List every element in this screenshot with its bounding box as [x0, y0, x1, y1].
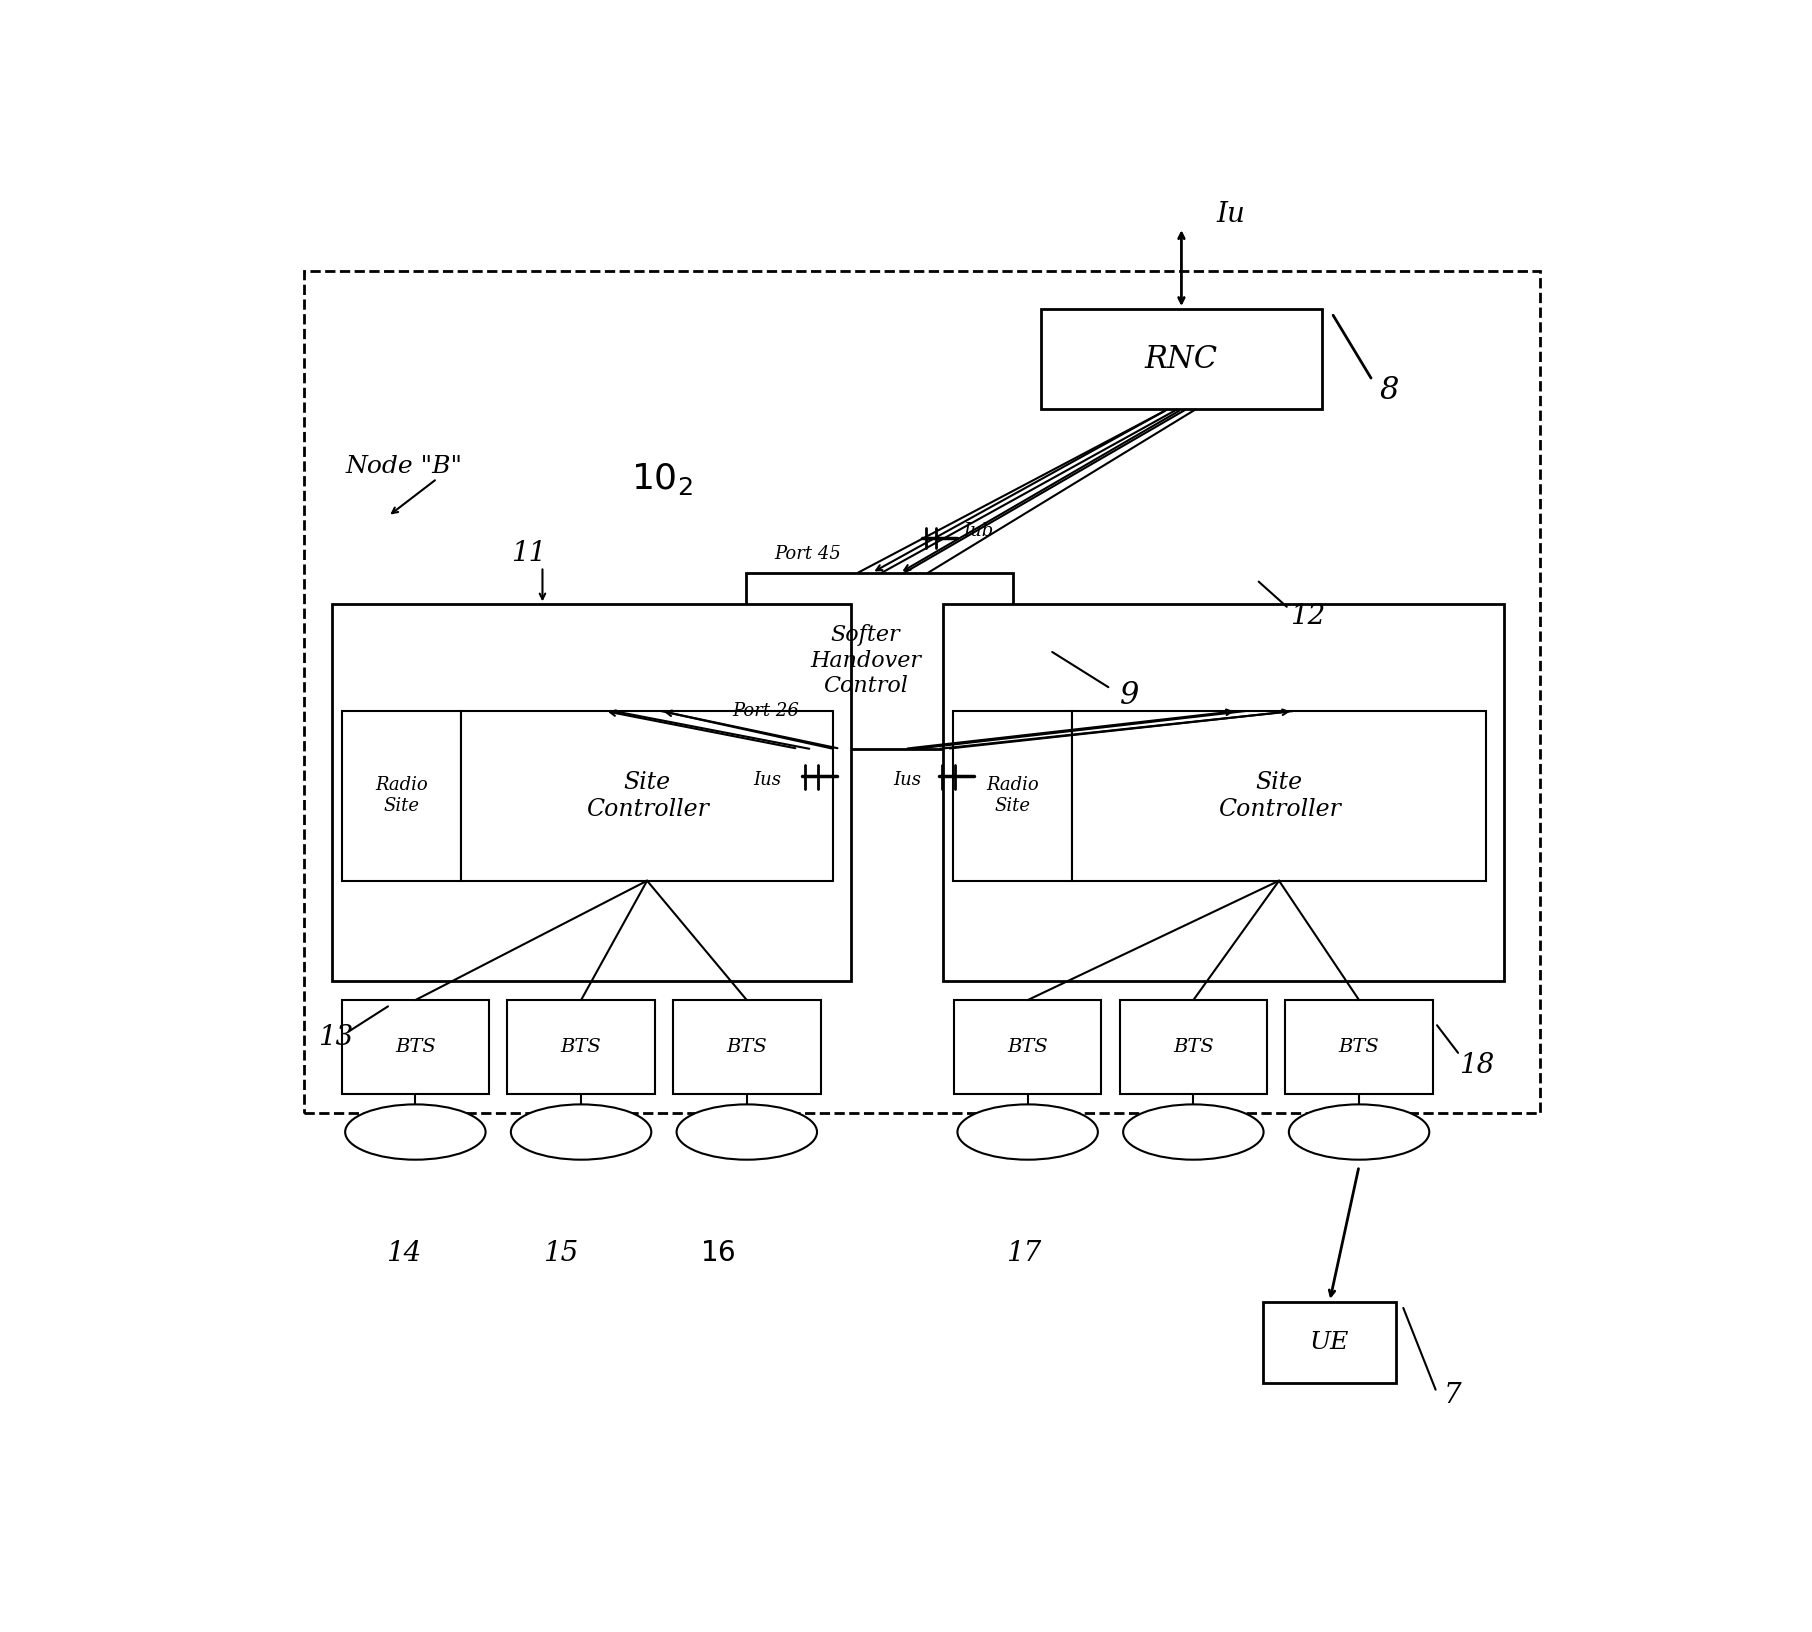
- Text: 15: 15: [544, 1240, 578, 1268]
- Text: Radio
Site: Radio Site: [986, 777, 1038, 816]
- Bar: [1120, 1000, 1267, 1095]
- Bar: [342, 712, 460, 881]
- Bar: [1073, 712, 1486, 881]
- Text: $16$: $16$: [699, 1240, 736, 1268]
- Text: 8: 8: [1379, 375, 1399, 406]
- Text: 11: 11: [511, 540, 545, 568]
- Ellipse shape: [1288, 1105, 1430, 1160]
- Bar: [1040, 308, 1323, 410]
- Text: BTS: BTS: [395, 1038, 435, 1056]
- Bar: [332, 604, 852, 981]
- Text: BTS: BTS: [1172, 1038, 1214, 1056]
- Text: $10_2$: $10_2$: [631, 460, 692, 496]
- Text: Iub: Iub: [964, 522, 995, 540]
- Ellipse shape: [957, 1105, 1098, 1160]
- Bar: [953, 712, 1073, 881]
- Text: Site
Controller: Site Controller: [585, 770, 708, 821]
- Text: Softer
Handover
Control: Softer Handover Control: [810, 625, 920, 697]
- Text: BTS: BTS: [1339, 1038, 1379, 1056]
- Ellipse shape: [344, 1105, 486, 1160]
- Bar: [342, 1000, 489, 1095]
- Bar: [1013, 617, 1053, 705]
- Text: BTS: BTS: [727, 1038, 766, 1056]
- Bar: [953, 1000, 1102, 1095]
- Text: 17: 17: [1006, 1240, 1042, 1268]
- Bar: [942, 604, 1504, 981]
- Text: Iu: Iu: [1216, 201, 1245, 228]
- Bar: [747, 573, 1013, 749]
- Bar: [507, 1000, 654, 1095]
- Ellipse shape: [1123, 1105, 1263, 1160]
- Text: 14: 14: [386, 1240, 420, 1268]
- Text: 7: 7: [1444, 1382, 1460, 1410]
- Bar: [304, 271, 1540, 1113]
- Bar: [1263, 1302, 1397, 1384]
- Text: Ius: Ius: [754, 772, 781, 790]
- Text: Radio
Site: Radio Site: [375, 777, 428, 816]
- Text: 12: 12: [1290, 604, 1325, 630]
- Text: 9: 9: [1120, 681, 1140, 712]
- Text: Node "B": Node "B": [346, 455, 462, 478]
- Bar: [1285, 1000, 1433, 1095]
- Text: RNC: RNC: [1145, 344, 1218, 375]
- Text: Site
Controller: Site Controller: [1218, 770, 1341, 821]
- Bar: [460, 712, 834, 881]
- Text: 13: 13: [319, 1025, 353, 1051]
- Text: UE: UE: [1310, 1332, 1350, 1355]
- Text: BTS: BTS: [560, 1038, 602, 1056]
- Ellipse shape: [511, 1105, 651, 1160]
- Text: Port 45: Port 45: [774, 545, 841, 563]
- Text: Port 26: Port 26: [732, 702, 799, 720]
- Bar: [672, 1000, 821, 1095]
- Text: Ius: Ius: [893, 772, 920, 790]
- Ellipse shape: [676, 1105, 817, 1160]
- Text: 18: 18: [1459, 1053, 1493, 1079]
- Text: BTS: BTS: [1007, 1038, 1047, 1056]
